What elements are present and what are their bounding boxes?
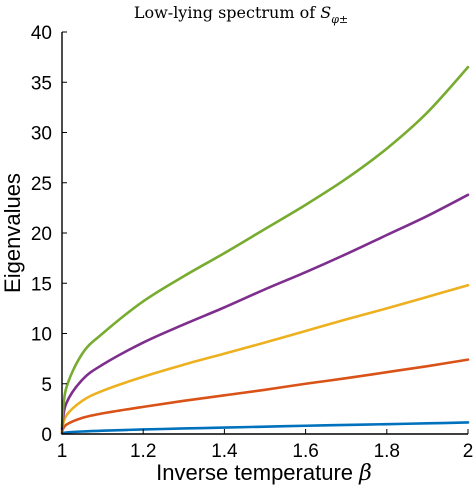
x-axis-label-symbol: β [358,461,372,486]
y-tick-label: 15 [31,274,52,295]
x-tick-label: 2 [463,441,474,462]
series-line-1 [60,421,470,435]
y-tick-label: 25 [31,174,52,195]
chart-title-main: Low-lying spectrum of [134,3,320,22]
x-axis-label-text: Inverse temperature [156,460,359,485]
x-tick-label: 1.4 [211,441,238,462]
y-tick-label: 20 [31,224,52,245]
y-axis-label: Eigenvalues [0,173,25,293]
chart-title-subscript: φ± [331,13,348,26]
y-tick-label: 30 [31,124,52,145]
series-line-3 [60,283,470,433]
x-tick-label: 1.2 [130,441,156,462]
x-axis-label: Inverse temperature β [156,460,372,486]
y-tick-label: 5 [41,375,52,396]
chart-title-symbol: S [320,3,331,22]
y-tick-label: 0 [41,425,52,446]
y-tick-label: 40 [31,23,52,44]
y-tick-label: 10 [31,325,52,346]
x-tick-label: 1.8 [374,441,400,462]
series-line-5 [60,65,470,428]
series-line-2 [60,358,470,434]
x-tick-label: 1 [57,441,68,462]
chart-title: Low-lying spectrum of Sφ± [134,3,348,26]
x-tick-label: 1.6 [292,441,318,462]
plot-area: 0 5 10 15 20 25 30 35 40 1 1.2 1.4 1.6 1.8 2 [31,23,473,462]
y-tick-label: 35 [31,73,52,94]
series-line-4 [60,193,470,431]
